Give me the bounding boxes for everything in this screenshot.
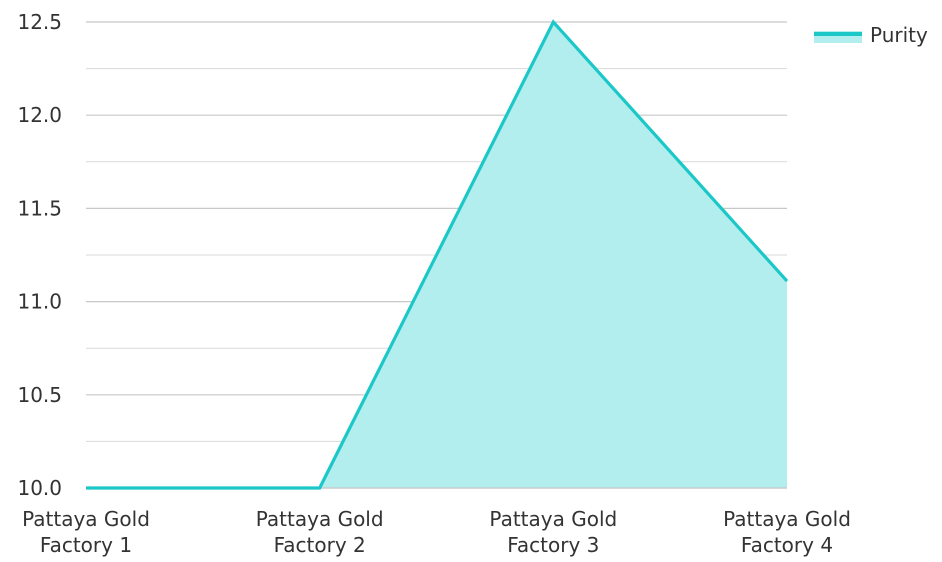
y-tick-label: 11.0 (17, 290, 62, 314)
y-tick-label: 12.5 (17, 10, 62, 34)
y-axis-ticks: 10.0 10.5 11.0 11.5 12.0 12.5 (17, 10, 62, 500)
y-tick-label: 10.0 (17, 476, 62, 500)
series-purity-line (86, 19, 789, 490)
x-tick-label: Pattaya Gold Factory 4 (723, 507, 851, 557)
y-tick-label: 12.0 (17, 103, 62, 127)
y-tick-label: 11.5 (17, 196, 62, 220)
y-tick-label: 10.5 (17, 383, 62, 407)
x-tick-label: Pattaya Gold Factory 1 (22, 507, 150, 557)
legend: Purity (814, 23, 928, 47)
legend-label-purity: Purity (870, 23, 928, 47)
x-tick-label: Pattaya Gold Factory 2 (256, 507, 384, 557)
area-layer (86, 19, 789, 490)
x-tick-label: Pattaya Gold Factory 3 (489, 507, 617, 557)
x-axis-ticks: Pattaya Gold Factory 1 Pattaya Gold Factory… (22, 507, 851, 557)
